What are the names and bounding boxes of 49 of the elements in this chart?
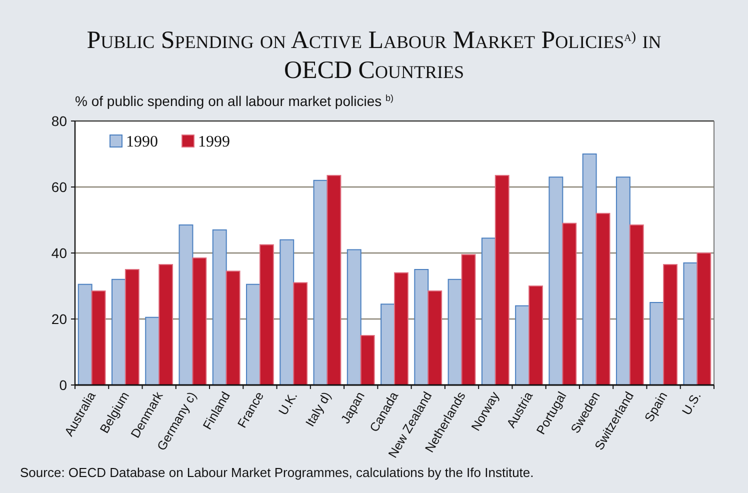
bar — [346, 249, 362, 386]
bar — [178, 224, 194, 386]
bar — [414, 269, 429, 386]
y-tick-label: 40 — [51, 244, 68, 261]
bar — [280, 239, 294, 386]
bar — [212, 229, 227, 386]
bar — [448, 278, 462, 386]
bar — [528, 286, 543, 386]
bar — [461, 254, 476, 386]
bar — [650, 302, 664, 386]
bar — [562, 222, 577, 386]
bar — [481, 238, 496, 386]
bar — [158, 264, 174, 386]
legend-label: 1999 — [198, 134, 230, 151]
y-tick-label: 80 — [51, 112, 68, 129]
y-tick-label: 60 — [51, 178, 68, 195]
bar — [683, 262, 698, 386]
x-tick-label: U.K. — [276, 390, 300, 418]
bar — [428, 290, 442, 386]
bar — [192, 257, 207, 386]
bar — [548, 176, 564, 386]
source-note: Source: OECD Database on Labour Market Programmes, calculations by the Ifo Institute. — [20, 465, 534, 480]
bar — [259, 244, 274, 386]
bar — [111, 278, 126, 386]
bar — [582, 154, 597, 386]
y-axis-title: % of public spending on all labour market policies $^{b)}$ — [75, 93, 394, 109]
bar — [596, 212, 610, 386]
bar — [145, 316, 160, 386]
bar — [629, 224, 644, 386]
chart-title: Public Spending on Active Labour Market Policies$^{a)}$ in OECD Countries — [86, 27, 662, 84]
bar — [494, 174, 510, 386]
bar — [360, 335, 375, 386]
bar — [226, 270, 240, 386]
bar — [78, 284, 92, 386]
y-tick-label: 20 — [51, 310, 68, 327]
bar — [616, 176, 630, 386]
x-tick-label: U.S. — [680, 390, 704, 418]
bar — [91, 290, 106, 386]
y-tick-label: 0 — [59, 376, 68, 393]
bar — [326, 174, 342, 386]
bar — [293, 282, 308, 386]
bar — [696, 252, 712, 386]
bar — [663, 264, 678, 386]
bar — [394, 272, 408, 386]
bar — [124, 269, 140, 386]
bar — [246, 284, 260, 386]
bar — [380, 304, 395, 386]
legend-label: 1990 — [126, 134, 158, 151]
bar — [515, 305, 530, 386]
